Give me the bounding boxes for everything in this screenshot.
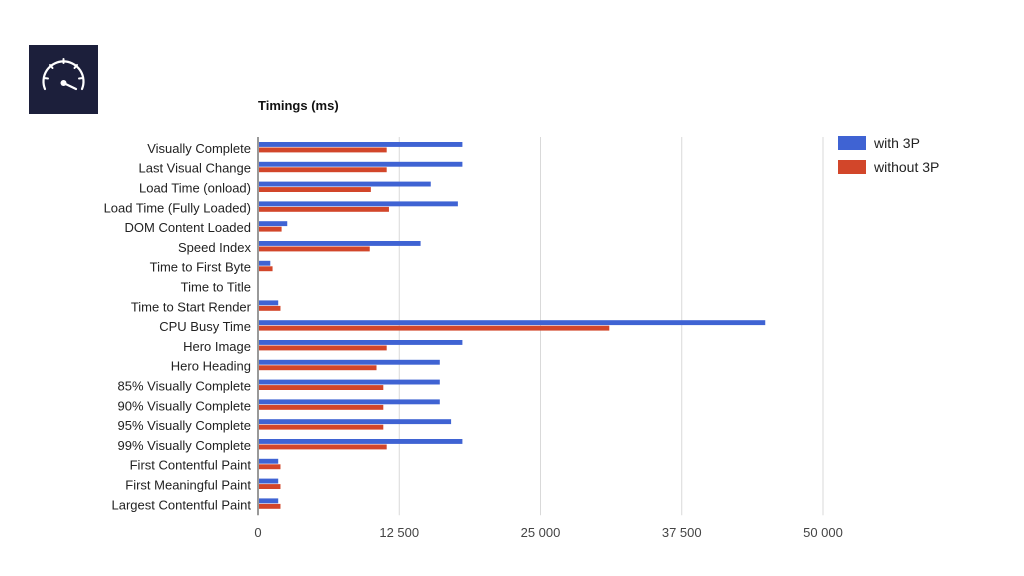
bar-without-3p	[259, 206, 389, 212]
category-label: Hero Image	[183, 339, 251, 354]
x-tick-label: 50 000	[803, 525, 843, 540]
bar-with-3p	[259, 478, 279, 484]
chart-title: Timings (ms)	[258, 98, 339, 113]
bar-with-3p	[259, 439, 463, 444]
bar-with-3p	[259, 320, 766, 326]
bar-without-3p	[259, 305, 281, 311]
category-label: First Meaningful Paint	[125, 478, 251, 493]
legend-label: without 3P	[873, 159, 939, 175]
bar-with-3p	[259, 379, 440, 385]
x-tick-label: 37 500	[662, 525, 702, 540]
bar-with-3p	[259, 399, 440, 405]
bar-with-3p	[259, 161, 463, 167]
bar-without-3p	[259, 464, 281, 470]
bar-with-3p	[259, 458, 279, 464]
legend-swatch	[838, 136, 866, 150]
bar-with-3p	[259, 241, 421, 246]
category-label: Time to Title	[181, 280, 251, 295]
bar-without-3p	[259, 187, 371, 192]
bar-without-3p	[259, 444, 387, 450]
bar-with-3p	[259, 181, 431, 187]
bar-without-3p	[259, 147, 387, 153]
bar-without-3p	[259, 365, 377, 371]
speedometer-icon	[42, 58, 85, 91]
bar-without-3p	[259, 246, 370, 252]
category-label: Visually Complete	[147, 141, 251, 156]
category-label: Hero Heading	[171, 359, 251, 374]
category-label: Time to First Byte	[150, 260, 251, 275]
bar-without-3p	[259, 325, 610, 331]
bar-without-3p	[259, 404, 384, 410]
category-label: 99% Visually Complete	[118, 438, 251, 453]
category-label: First Contentful Paint	[130, 458, 252, 473]
bar-without-3p	[259, 503, 281, 509]
category-label: 85% Visually Complete	[118, 379, 251, 394]
bar-without-3p	[259, 385, 384, 390]
x-tick-label: 12 500	[379, 525, 419, 540]
bar-with-3p	[259, 359, 440, 365]
bar-without-3p	[259, 167, 387, 173]
category-label: Last Visual Change	[138, 161, 251, 176]
category-label: Load Time (onload)	[139, 181, 251, 196]
category-label: 90% Visually Complete	[118, 398, 251, 413]
bar-with-3p	[259, 221, 288, 227]
x-tick-label: 0	[254, 525, 261, 540]
category-label: DOM Content Loaded	[125, 220, 251, 235]
bar-without-3p	[259, 345, 387, 351]
category-label: Speed Index	[178, 240, 252, 255]
legend-swatch	[838, 160, 866, 174]
bar-with-3p	[259, 260, 271, 266]
bar-with-3p	[259, 300, 279, 306]
bar-without-3p	[259, 484, 281, 489]
category-label: Load Time (Fully Loaded)	[104, 200, 251, 215]
bar-without-3p	[259, 226, 282, 232]
bar-without-3p	[259, 266, 273, 272]
category-label: Time to Start Render	[131, 299, 252, 314]
category-label: Largest Contentful Paint	[112, 497, 252, 512]
category-label: CPU Busy Time	[159, 319, 251, 334]
bar-with-3p	[259, 340, 463, 345]
category-label: 95% Visually Complete	[118, 418, 251, 433]
bar-with-3p	[259, 498, 279, 504]
x-tick-label: 25 000	[521, 525, 561, 540]
bar-with-3p	[259, 201, 458, 207]
speedometer-logo	[29, 45, 98, 114]
bar-without-3p	[259, 424, 384, 430]
legend-label: with 3P	[873, 135, 920, 151]
bar-with-3p	[259, 142, 463, 147]
bar-with-3p	[259, 419, 452, 425]
